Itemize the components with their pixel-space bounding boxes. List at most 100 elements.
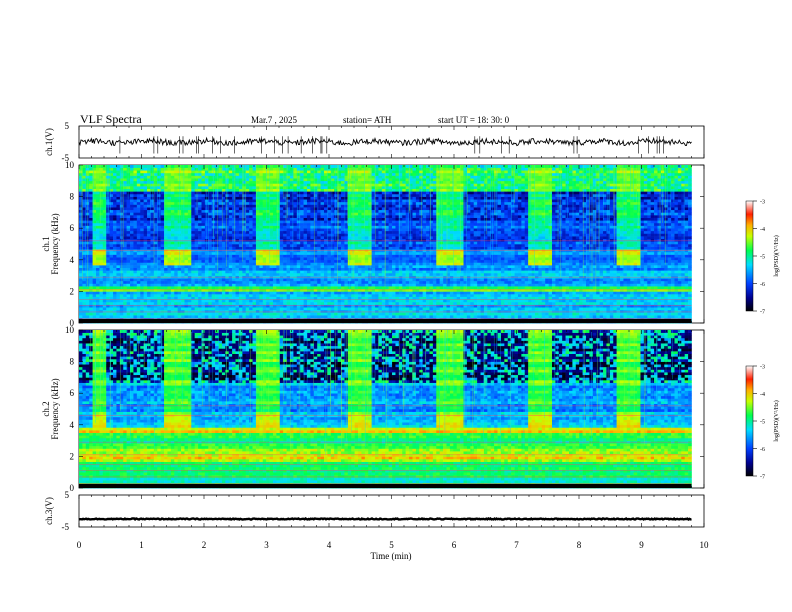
spectrogram-cell xyxy=(137,191,141,194)
spectrogram-cell xyxy=(280,236,284,239)
spectrogram-cell xyxy=(297,307,301,310)
spectrogram-cell xyxy=(317,249,321,252)
spectrogram-cell xyxy=(140,207,144,210)
spectrogram-cell xyxy=(195,289,199,292)
spectrogram-cell xyxy=(133,241,137,244)
spectrogram-cell xyxy=(93,165,97,168)
spectrogram-cell xyxy=(263,281,267,284)
spectrogram-cell xyxy=(304,278,308,281)
spectrogram-cell xyxy=(188,165,192,168)
spectrogram-cell xyxy=(161,305,165,308)
spectrogram-cell xyxy=(338,202,342,205)
spectrogram-cell xyxy=(147,315,151,318)
spectrogram-cell xyxy=(351,299,355,302)
spectrogram-cell xyxy=(351,305,355,308)
spectrogram-cell xyxy=(150,284,154,287)
spectrogram-cell xyxy=(103,260,107,263)
spectrogram-cell xyxy=(300,236,304,239)
spectrogram-cell xyxy=(283,226,287,229)
spectrogram-cell xyxy=(116,202,120,205)
spectrogram-cell xyxy=(253,183,257,186)
spectrogram-cell xyxy=(236,270,240,273)
spectrogram-cell xyxy=(327,289,331,292)
spectrogram-cell xyxy=(246,181,250,184)
spectrogram-cell xyxy=(110,170,114,173)
spectrogram-cell xyxy=(253,257,257,260)
spectrogram-cell xyxy=(338,170,342,173)
spectrogram-cell xyxy=(225,241,229,244)
spectrogram-cell xyxy=(273,286,277,289)
spectrogram-cell xyxy=(232,186,236,189)
spectrogram-cell xyxy=(300,231,304,234)
spectrogram-cell xyxy=(154,252,158,255)
spectrogram-cell xyxy=(137,315,141,318)
spectrogram-cell xyxy=(215,247,219,250)
spectrogram-cell xyxy=(93,257,97,260)
spectrogram-cell xyxy=(338,178,342,181)
spectrogram-cell xyxy=(89,220,93,223)
spectrogram-cell xyxy=(253,310,257,313)
spectrogram-cell xyxy=(242,249,246,252)
spectrogram-cell xyxy=(236,210,240,213)
spectrogram-cell xyxy=(229,265,233,268)
spectrogram-cell xyxy=(341,315,345,318)
spectrogram-cell xyxy=(171,181,175,184)
spectrogram-cell xyxy=(310,247,314,250)
spectrogram-cell xyxy=(263,312,267,315)
spectrogram-cell xyxy=(157,315,161,318)
spectrogram-cell xyxy=(212,294,216,297)
spectrogram-cell xyxy=(321,231,325,234)
spectrogram-cell xyxy=(324,307,328,310)
spectrogram-cell xyxy=(181,168,185,171)
spectrogram-cell xyxy=(283,236,287,239)
spectrogram-cell xyxy=(184,189,188,192)
spectrogram-cell xyxy=(256,291,260,294)
spectrogram-cell xyxy=(96,252,100,255)
spectrogram-cell xyxy=(150,312,154,315)
spectrogram-cell xyxy=(266,281,270,284)
spectrogram-cell xyxy=(96,284,100,287)
spectrogram-cell xyxy=(239,170,243,173)
spectrogram-cell xyxy=(276,286,280,289)
spectrogram-cell xyxy=(229,291,233,294)
spectrogram-cell xyxy=(263,226,267,229)
spectrogram-cell xyxy=(164,299,168,302)
spectrogram-cell xyxy=(191,262,195,265)
spectrogram-cell xyxy=(280,181,284,184)
spectrogram-cell xyxy=(246,255,250,258)
spectrogram-cell xyxy=(222,262,226,265)
spectrogram-cell xyxy=(287,236,291,239)
spectrogram-cell xyxy=(161,168,165,171)
spectrogram-cell xyxy=(110,228,114,231)
spectrogram-cell xyxy=(246,210,250,213)
spectrogram-cell xyxy=(130,257,134,260)
spectrogram-cell xyxy=(341,186,345,189)
spectrogram-cell xyxy=(96,194,100,197)
spectrogram-cell xyxy=(171,307,175,310)
spectrogram-cell xyxy=(202,181,206,184)
spectrogram-cell xyxy=(321,289,325,292)
spectrogram-cell xyxy=(116,178,120,181)
spectrogram-cell xyxy=(127,170,131,173)
spectrogram-cell xyxy=(358,315,362,318)
spectrogram-cell xyxy=(116,191,120,194)
spectrogram-cell xyxy=(208,191,212,194)
spectrogram-cell xyxy=(161,215,165,218)
spectrogram-cell xyxy=(106,281,110,284)
spectrogram-cell xyxy=(229,239,233,242)
spectrogram-cell xyxy=(304,239,308,242)
spectrogram-cell xyxy=(229,191,233,194)
spectrogram-cell xyxy=(287,239,291,242)
spectrogram-cell xyxy=(191,273,195,276)
spectrogram-cell xyxy=(253,315,257,318)
spectrogram-cell xyxy=(195,199,199,202)
spectrogram-cell xyxy=(236,197,240,200)
spectrogram-cell xyxy=(307,178,311,181)
spectrogram-cell xyxy=(130,299,134,302)
spectrogram-cell xyxy=(99,281,103,284)
spectrogram-cell xyxy=(140,265,144,268)
spectrogram-cell xyxy=(317,228,321,231)
spectrogram-cell xyxy=(242,173,246,176)
spectrogram-cell xyxy=(222,286,226,289)
spectrogram-cell xyxy=(304,249,308,252)
